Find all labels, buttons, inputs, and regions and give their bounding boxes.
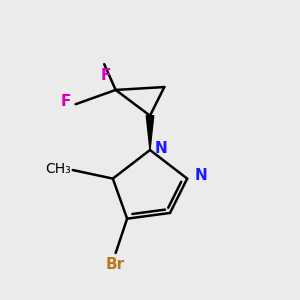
Text: N: N [194, 168, 207, 183]
Text: F: F [61, 94, 71, 110]
Text: F: F [100, 68, 111, 83]
Text: N: N [154, 141, 167, 156]
Text: CH₃: CH₃ [46, 162, 71, 176]
Text: Br: Br [106, 257, 125, 272]
Polygon shape [146, 116, 154, 150]
